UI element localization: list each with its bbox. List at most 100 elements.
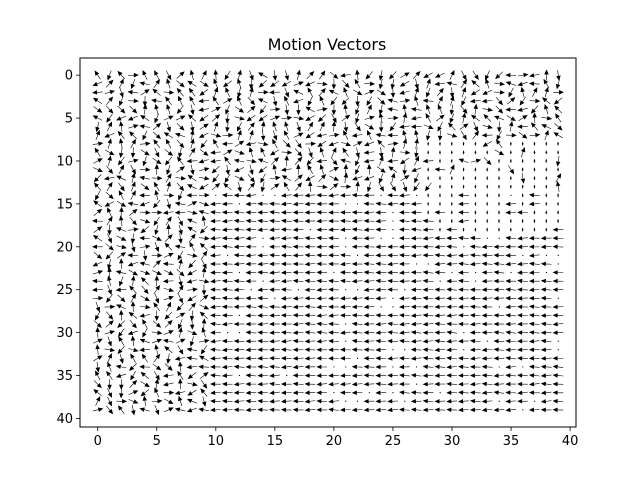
vector-arrow (399, 381, 410, 387)
vector-arrow (296, 163, 301, 175)
vector-arrow (153, 79, 161, 89)
vector-arrow (258, 80, 267, 88)
vector-arrow (210, 158, 221, 164)
vector-arrow (221, 381, 233, 387)
vector-arrow (293, 89, 304, 95)
vector-arrow (128, 227, 139, 232)
vector-arrow (297, 289, 300, 291)
vector-arrow (166, 223, 171, 235)
vector-arrow (233, 287, 245, 293)
vector-arrow (402, 112, 408, 124)
vector-arrow (498, 366, 500, 368)
vector-arrow (472, 130, 480, 140)
vector-arrow (545, 159, 548, 163)
vector-arrow (154, 103, 159, 115)
vector-arrow (234, 116, 245, 121)
vector-arrow (304, 364, 316, 370)
vector-arrow (130, 181, 136, 192)
vector-arrow (543, 78, 550, 89)
vector-arrow (351, 304, 363, 310)
vector-arrow (164, 398, 174, 404)
vector-arrow (140, 226, 150, 234)
vector-arrow (292, 407, 304, 413)
y-tick-label: 15 (56, 197, 73, 212)
vector-arrow (234, 150, 245, 155)
vector-arrow (211, 106, 221, 113)
vector-arrow (106, 181, 113, 192)
vector-arrow (557, 167, 560, 172)
vector-arrow (422, 287, 434, 292)
vector-arrow (351, 338, 363, 344)
vector-arrow (363, 313, 375, 318)
vector-arrow (446, 347, 458, 353)
vector-arrow (93, 251, 103, 260)
vector-arrow (274, 194, 276, 196)
vector-arrow (221, 270, 233, 275)
vector-arrow (517, 270, 528, 275)
vector-arrow (533, 167, 536, 172)
vector-arrow (410, 115, 422, 121)
vector-arrow (139, 201, 150, 207)
vector-arrow (304, 235, 316, 241)
vector-arrow (414, 147, 419, 159)
vector-arrow (139, 175, 150, 181)
vector-arrow (469, 321, 481, 327)
vector-arrow (130, 147, 136, 159)
vector-arrow (296, 104, 301, 116)
vector-arrow (339, 373, 351, 378)
vector-arrow (410, 356, 422, 361)
vector-arrow (356, 254, 359, 256)
vector-arrow (304, 390, 316, 395)
vector-arrow (481, 296, 493, 301)
vector-arrow (198, 132, 209, 138)
vector-arrow (151, 210, 163, 215)
vector-arrow (237, 87, 242, 98)
vector-arrow (164, 311, 173, 320)
vector-arrow (292, 227, 304, 232)
vector-arrow (436, 114, 445, 122)
vector-arrow (458, 338, 469, 344)
vector-arrow (423, 72, 433, 78)
vector-arrow (437, 104, 443, 115)
vector-arrow (462, 141, 465, 146)
vector-arrow (200, 379, 208, 389)
vector-arrow (93, 389, 102, 397)
vector-arrow (284, 70, 290, 81)
vector-arrow (186, 398, 197, 404)
vector-arrow (387, 270, 398, 275)
vector-arrow (458, 253, 469, 258)
vector-arrow (225, 121, 230, 133)
vector-arrow (517, 210, 528, 215)
vector-arrow (227, 332, 229, 334)
vector-arrow (257, 98, 268, 104)
vector-arrow (446, 356, 458, 361)
vector-arrow (363, 235, 375, 241)
vector-arrow (545, 176, 548, 181)
vector-arrow (304, 347, 316, 353)
vector-arrow (328, 347, 339, 353)
vector-arrow (328, 201, 339, 207)
vector-arrow (528, 407, 540, 413)
vector-arrow (178, 147, 183, 159)
vector-arrow (257, 201, 269, 207)
vector-arrow (95, 370, 101, 381)
vector-arrow (375, 407, 387, 413)
vector-arrow (415, 366, 418, 368)
vector-arrow (351, 235, 363, 241)
vector-arrow (517, 381, 528, 387)
vector-arrow (164, 346, 173, 354)
vector-arrow (410, 321, 422, 327)
vector-arrow (199, 338, 210, 344)
vector-arrow (238, 271, 241, 274)
vector-arrow (280, 399, 292, 404)
vector-arrow (486, 340, 489, 342)
vector-arrow (95, 396, 101, 406)
vector-arrow (446, 261, 458, 267)
vector-arrow (328, 141, 339, 147)
vector-arrow (295, 139, 302, 149)
vector-arrow (469, 98, 481, 104)
vector-arrow (387, 338, 398, 344)
vector-arrow (481, 253, 493, 258)
vector-arrow (399, 390, 410, 395)
vector-arrow (485, 78, 490, 89)
